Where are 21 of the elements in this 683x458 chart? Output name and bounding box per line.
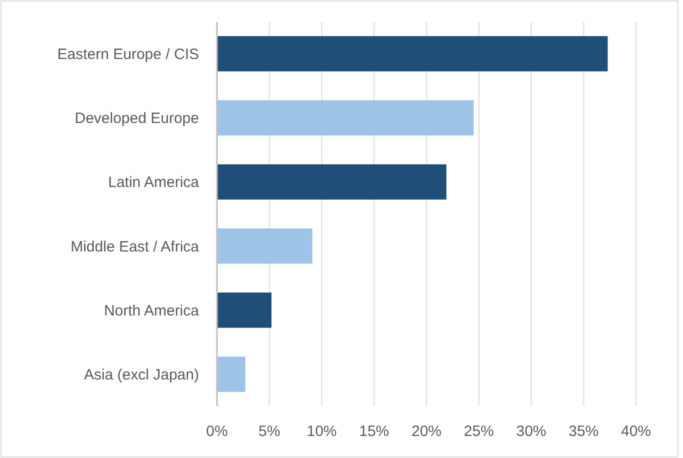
y-tick-label: Latin America [108, 174, 200, 192]
bar [217, 292, 272, 328]
y-tick-label: North America [104, 302, 200, 320]
y-tick-label: Middle East / Africa [70, 238, 200, 256]
x-tick-label: 20% [411, 423, 442, 440]
x-tick-label: 40% [620, 423, 652, 440]
x-tick-label: 10% [306, 423, 337, 440]
x-tick-label: 5% [258, 423, 280, 440]
x-tick-label: 30% [516, 423, 546, 440]
y-tick-label: Asia (excl Japan) [84, 366, 199, 384]
x-tick-label: 15% [359, 423, 390, 440]
bar [217, 164, 446, 200]
y-tick-label: Developed Europe [74, 110, 199, 128]
bar [217, 356, 246, 392]
x-tick-label: 35% [568, 423, 599, 440]
x-tick-label: 25% [464, 423, 494, 440]
y-tick-label: Eastern Europe / CIS [57, 46, 199, 63]
bar [217, 228, 312, 264]
x-tick-label: 0% [206, 423, 228, 440]
bar [217, 36, 608, 72]
bar [217, 100, 474, 136]
